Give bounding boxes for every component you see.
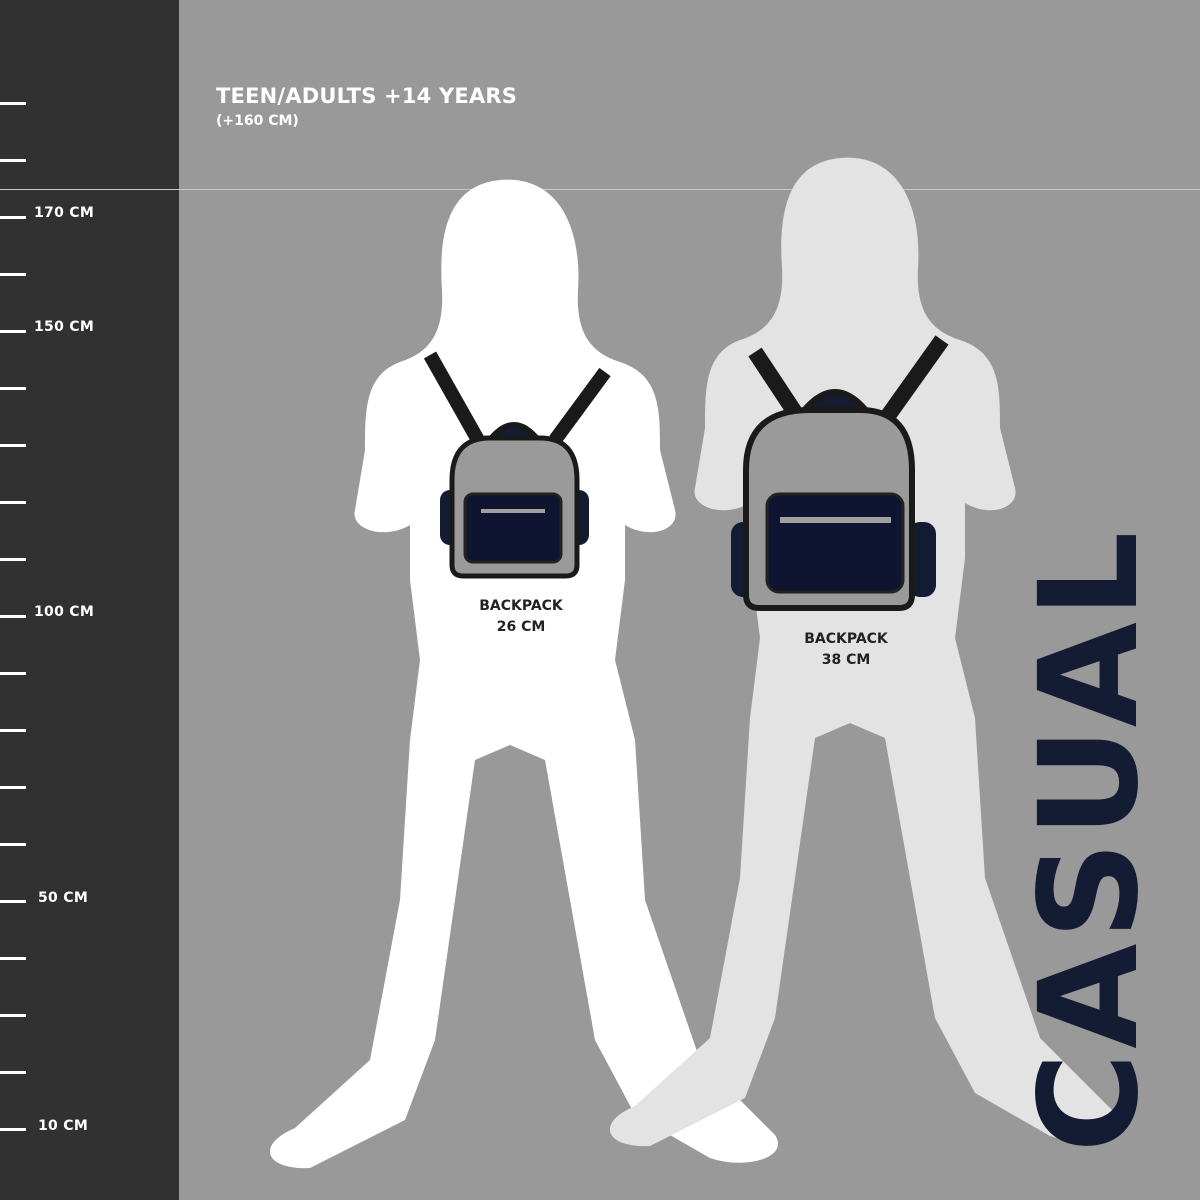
backpack-small-label: BACKPACK 26 CM (451, 596, 591, 638)
figure-teen-silhouette (269, 179, 778, 1169)
ruler-tick (0, 159, 26, 162)
backpack-large-size: 38 CM (821, 652, 871, 668)
ruler-tick (0, 957, 26, 960)
backpack-small-name: BACKPACK (479, 598, 563, 614)
ruler-tick (0, 102, 26, 105)
collection-title: CASUAL (1011, 527, 1169, 1153)
ruler-tick (0, 672, 26, 675)
backpack-large-icon (731, 335, 949, 611)
page-title: TEEN/ADULTS +14 YEARS (216, 84, 518, 108)
backpack-small-icon (423, 351, 611, 579)
height-ruler: 170 CM 150 CM 100 CM 50 CM 10 CM (0, 0, 179, 1200)
ruler-tick (0, 444, 26, 447)
ruler-tick (0, 900, 26, 903)
ruler-label-150: 150 CM (34, 319, 95, 335)
ruler-label-100: 100 CM (34, 604, 95, 620)
ruler-tick (0, 1071, 26, 1074)
height-reference-line (0, 189, 1200, 190)
ruler-tick (0, 1128, 26, 1131)
ruler-tick (0, 1014, 26, 1017)
ruler-tick (0, 558, 26, 561)
ruler-tick (0, 216, 26, 219)
ruler-tick (0, 729, 26, 732)
ruler-tick (0, 330, 26, 333)
backpack-large-name: BACKPACK (804, 631, 888, 647)
ruler-tick (0, 273, 26, 276)
backpack-small-size: 26 CM (496, 619, 546, 635)
ruler-tick (0, 615, 26, 618)
page-subtitle: (+160 CM) (216, 113, 299, 129)
ruler-label-50: 50 CM (38, 890, 89, 906)
backpack-large-label: BACKPACK 38 CM (776, 629, 916, 671)
ruler-tick (0, 786, 26, 789)
ruler-tick (0, 387, 26, 390)
ruler-label-10: 10 CM (38, 1118, 89, 1134)
ruler-tick (0, 843, 26, 846)
ruler-label-170: 170 CM (34, 205, 95, 221)
ruler-tick (0, 501, 26, 504)
